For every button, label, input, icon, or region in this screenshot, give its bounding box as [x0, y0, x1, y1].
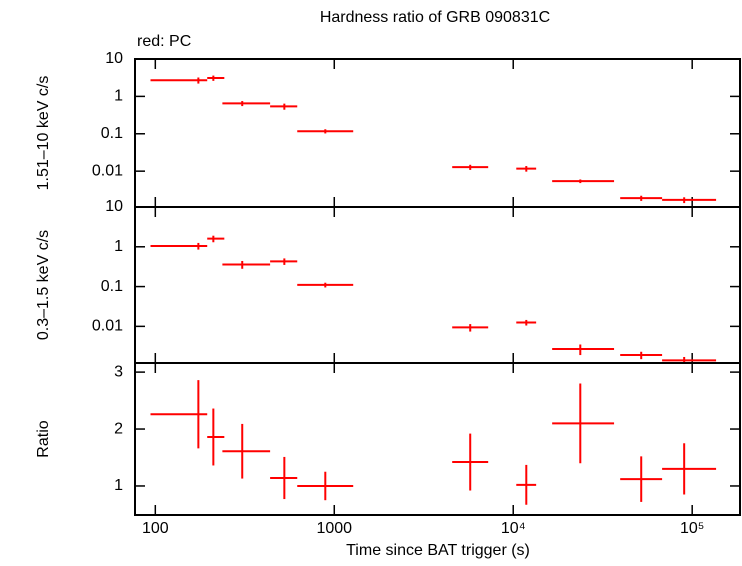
y-tick-label: 1 — [114, 238, 123, 255]
x-axis-label: Time since BAT trigger (s) — [346, 542, 530, 559]
y-axis-label: Ratio — [35, 420, 52, 457]
chart-title: Hardness ratio of GRB 090831C — [320, 9, 550, 26]
y-tick-label: 0.01 — [92, 162, 123, 179]
plot-frame — [134, 206, 741, 364]
y-tick-label: 10 — [105, 50, 123, 67]
y-tick-label: 10 — [105, 198, 123, 215]
y-tick-label: 1 — [114, 88, 123, 105]
x-tick-label: 10⁵ — [680, 520, 704, 537]
y-tick-label: 3 — [114, 363, 123, 380]
x-tick-label: 1000 — [316, 520, 352, 537]
y-tick-label: 2 — [114, 420, 123, 437]
annotation: red: PC — [137, 33, 191, 50]
y-axis-label: 1.51–10 keV c/s — [35, 76, 52, 191]
x-tick-label: 100 — [142, 520, 169, 537]
y-tick-label: 1 — [114, 477, 123, 494]
y-axis-label: 0.3–1.5 keV c/s — [35, 230, 52, 340]
x-tick-label: 10⁴ — [501, 520, 526, 537]
plot-frame — [134, 362, 741, 516]
y-tick-label: 0.1 — [101, 125, 123, 142]
plot-frame — [134, 58, 741, 208]
y-tick-label: 0.1 — [101, 278, 123, 295]
y-tick-label: 0.01 — [92, 318, 123, 335]
